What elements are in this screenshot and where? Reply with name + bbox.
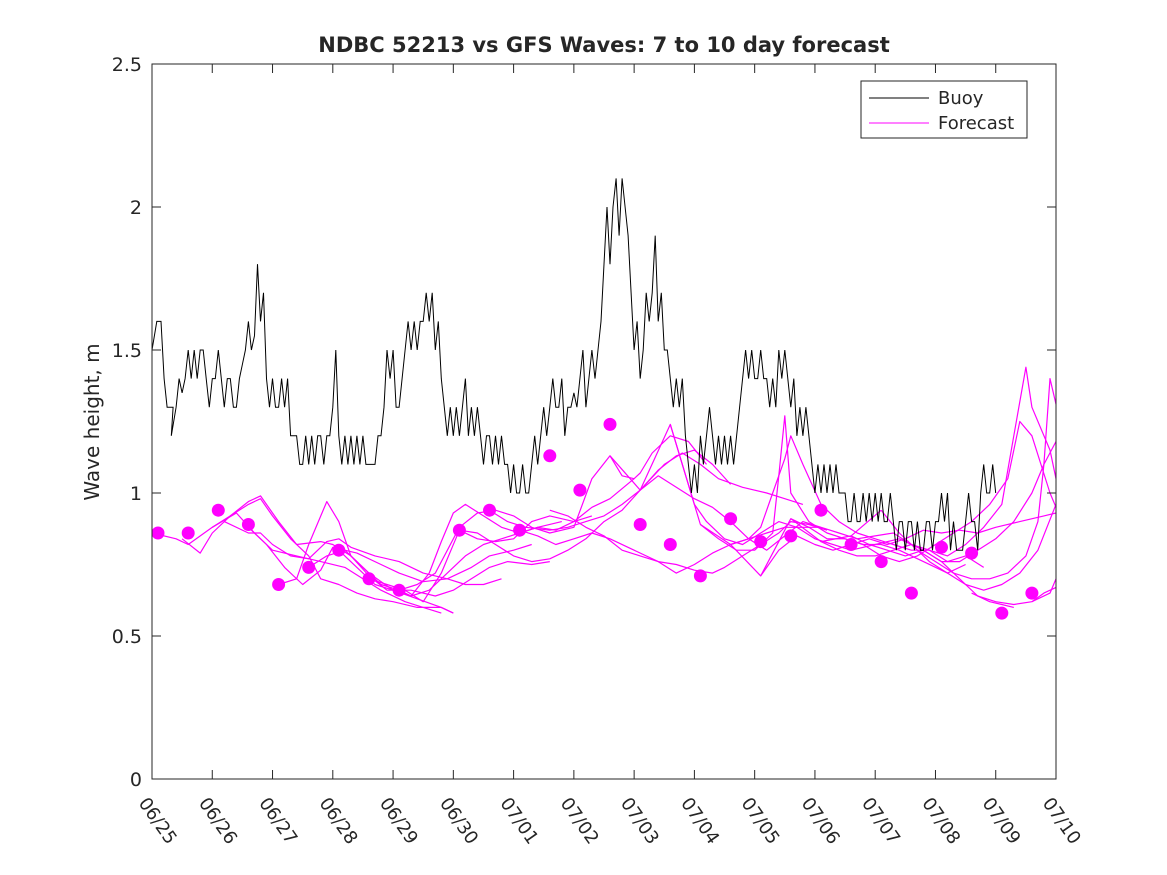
forecast-line-17 — [700, 415, 966, 574]
forecast-marker-10 — [483, 503, 496, 517]
buoy-line — [152, 178, 997, 551]
forecast-marker-28 — [1025, 586, 1039, 600]
y-axis-label: Wave height, m — [80, 343, 104, 500]
y-axis: 0 0.5 1 1.5 2 2.5 — [112, 54, 1056, 791]
forecast-marker-21 — [814, 503, 828, 517]
forecast-marker-22 — [844, 538, 858, 551]
forecast-line-22 — [850, 441, 1056, 563]
forecast-marker-16 — [663, 538, 677, 551]
forecast-marker-25 — [935, 540, 948, 554]
forecast-marker-4 — [272, 578, 286, 591]
forecast-line-26 — [971, 592, 1014, 608]
forecast-marker-5 — [302, 560, 316, 574]
legend: Buoy Forecast — [860, 80, 1028, 139]
y-tick-label: 0.5 — [112, 626, 142, 648]
y-tick-label: 0 — [130, 769, 142, 791]
forecast-line-15 — [639, 475, 912, 551]
forecast-markers — [151, 417, 1039, 620]
forecast-marker-13 — [573, 483, 587, 497]
forecast-line-25 — [941, 561, 1056, 606]
buoy-series — [152, 178, 997, 551]
forecast-marker-12 — [543, 449, 557, 463]
forecast-marker-15 — [633, 518, 647, 531]
forecast-line-0 — [152, 512, 442, 614]
legend-forecast-label: Forecast — [938, 113, 1014, 134]
forecast-marker-7 — [362, 572, 376, 586]
forecast-line-6 — [308, 503, 562, 597]
y-tick-label: 2 — [130, 197, 142, 219]
forecast-marker-20 — [784, 529, 798, 543]
legend-buoy-label: Buoy — [938, 88, 984, 109]
forecast-marker-9 — [452, 523, 466, 537]
forecast-line-10 — [459, 449, 732, 563]
forecast-marker-27 — [995, 606, 1009, 620]
forecast-marker-0 — [151, 526, 165, 540]
forecast-marker-19 — [754, 535, 768, 549]
forecast-line-27 — [1031, 586, 1056, 603]
forecast-line-18 — [730, 435, 985, 568]
forecast-marker-17 — [693, 569, 707, 583]
y-tick-label: 1 — [130, 483, 142, 505]
forecast-marker-3 — [241, 518, 255, 531]
legend-box — [860, 80, 1028, 139]
forecast-line-16 — [669, 424, 942, 563]
forecast-line-4 — [247, 526, 532, 586]
forecast-marker-18 — [724, 512, 738, 526]
axes-box — [151, 63, 1057, 780]
y-tick-label: 2.5 — [112, 54, 142, 76]
forecast-marker-2 — [211, 503, 225, 517]
forecast-marker-26 — [965, 546, 979, 560]
forecast-marker-23 — [874, 555, 888, 569]
forecast-line-8 — [368, 478, 635, 603]
chart-title: NDBC 52213 vs GFS Waves: 7 to 10 day for… — [318, 33, 889, 57]
forecast-marker-8 — [392, 583, 406, 597]
forecast-line-3 — [224, 521, 502, 586]
forecast-line-20 — [790, 420, 1056, 563]
forecast-marker-14 — [603, 417, 617, 431]
forecast-line-24 — [910, 504, 1056, 591]
forecast-marker-24 — [904, 586, 918, 600]
forecast-line-2 — [211, 498, 454, 614]
forecast-line-7 — [338, 515, 593, 597]
forecast-line-13 — [549, 509, 828, 574]
forecast-marker-1 — [181, 526, 195, 540]
forecast-marker-6 — [332, 543, 346, 557]
y-tick-label: 1.5 — [112, 340, 142, 362]
forecast-marker-11 — [513, 523, 527, 537]
